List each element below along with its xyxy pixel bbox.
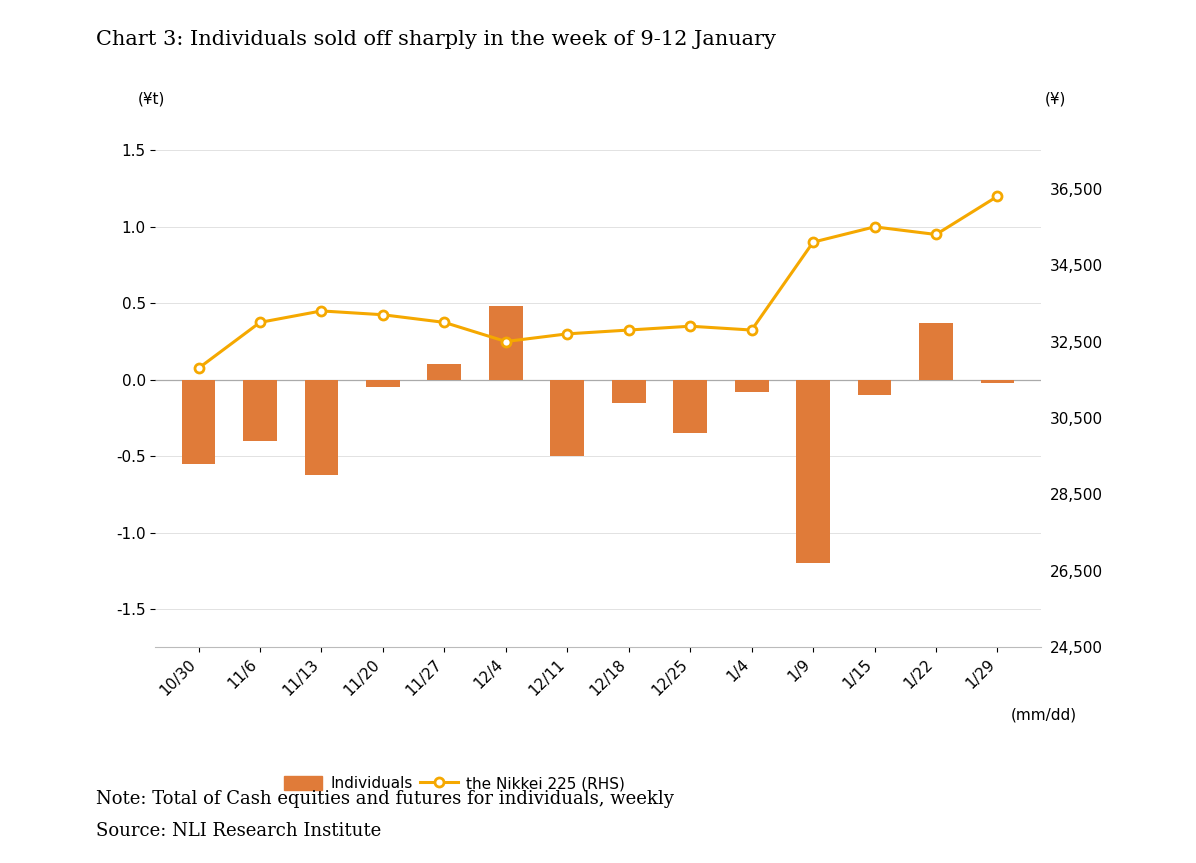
Legend: Individuals, the Nikkei 225 (RHS): Individuals, the Nikkei 225 (RHS) <box>279 770 631 797</box>
Bar <box>920 323 953 380</box>
Text: (mm/dd): (mm/dd) <box>1011 707 1076 722</box>
Bar <box>858 380 891 395</box>
Bar <box>427 364 462 380</box>
Text: (¥): (¥) <box>1045 91 1067 107</box>
Bar <box>243 380 276 441</box>
Bar <box>981 380 1014 383</box>
Bar <box>797 380 830 564</box>
Bar <box>182 380 215 463</box>
Bar <box>550 380 584 457</box>
Bar <box>612 380 646 403</box>
Bar <box>489 306 523 380</box>
Text: (¥t): (¥t) <box>138 91 165 107</box>
Bar <box>366 380 399 387</box>
Text: Chart 3: Individuals sold off sharply in the week of 9-12 January: Chart 3: Individuals sold off sharply in… <box>96 30 776 49</box>
Text: Note: Total of Cash equities and futures for individuals, weekly: Note: Total of Cash equities and futures… <box>96 790 673 808</box>
Bar <box>734 380 769 392</box>
Bar <box>305 380 338 475</box>
Text: Source: NLI Research Institute: Source: NLI Research Institute <box>96 822 382 840</box>
Bar <box>673 380 707 433</box>
